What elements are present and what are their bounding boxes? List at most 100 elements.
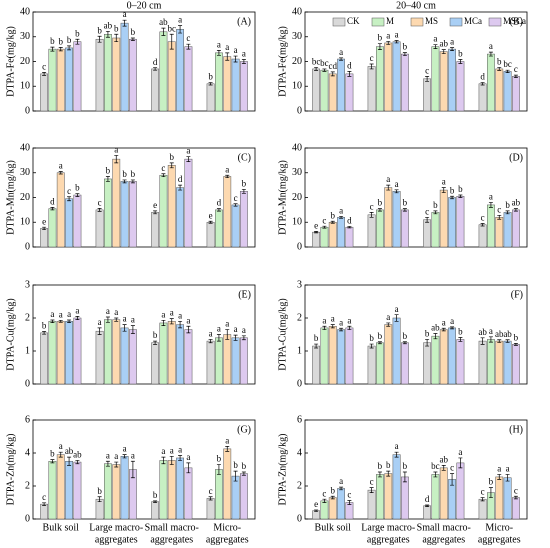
- error-bar: [178, 455, 183, 461]
- error-bar: [330, 324, 335, 329]
- bar: [456, 61, 465, 112]
- x-tick-label: Small macro-: [145, 522, 199, 533]
- legend-label: MSCa: [503, 16, 526, 26]
- error-bar: [97, 327, 102, 335]
- significance-letter: e: [314, 220, 318, 230]
- bar: [128, 181, 137, 248]
- significance-letter: ab: [478, 327, 487, 337]
- significance-letter: b: [50, 449, 55, 459]
- error-bar: [105, 316, 110, 323]
- significance-letter: a: [225, 42, 229, 52]
- bar: [215, 337, 223, 385]
- error-bar: [433, 333, 438, 340]
- bar: [223, 176, 232, 248]
- error-bar: [75, 38, 80, 45]
- x-tick-label: Micro-: [485, 522, 513, 533]
- error-bar: [50, 46, 55, 52]
- error-bar: [513, 74, 518, 78]
- error-bar: [225, 52, 230, 61]
- significance-letter: ab: [440, 39, 449, 49]
- error-bar: [458, 337, 463, 342]
- bar: [392, 41, 401, 112]
- x-tick-label: Micro-: [213, 522, 241, 533]
- bar: [400, 476, 409, 520]
- bar: [56, 321, 65, 385]
- bar: [511, 76, 520, 112]
- bar: [503, 71, 512, 112]
- error-bar: [441, 187, 446, 193]
- significance-letter: bc: [168, 23, 177, 33]
- error-bar: [347, 71, 352, 77]
- bar: [312, 345, 321, 385]
- bar: [184, 329, 193, 385]
- error-bar: [50, 319, 55, 323]
- y-tick-label: 2: [297, 312, 302, 323]
- significance-letter: d: [217, 198, 222, 208]
- significance-letter: b: [131, 169, 136, 179]
- bar: [328, 497, 337, 520]
- error-bar: [458, 457, 463, 469]
- bar: [456, 462, 465, 520]
- bar: [215, 209, 223, 248]
- bar: [120, 327, 129, 385]
- significance-letter: d: [480, 72, 485, 82]
- error-bar: [377, 43, 382, 50]
- bar: [495, 68, 504, 112]
- significance-letter: b: [97, 25, 102, 35]
- significance-letter: a: [395, 441, 399, 451]
- panel-label: (D): [509, 152, 523, 163]
- error-bar: [186, 156, 191, 162]
- significance-letter: a: [489, 192, 493, 202]
- bar: [312, 231, 321, 248]
- panel-label: (A): [237, 16, 251, 27]
- error-bar: [114, 155, 119, 164]
- bar: [511, 209, 520, 248]
- significance-letter: b: [514, 332, 519, 342]
- bar: [112, 158, 121, 248]
- error-bar: [186, 43, 191, 50]
- error-bar: [208, 496, 213, 501]
- significance-letter: c: [425, 65, 429, 75]
- significance-letter: a: [186, 146, 190, 156]
- error-bar: [225, 174, 230, 179]
- legend-label: M: [386, 16, 394, 26]
- error-bar: [330, 220, 335, 224]
- significance-letter: a: [59, 441, 63, 451]
- y-axis-label: DTPA-Fe(mg/kg): [5, 26, 16, 97]
- significance-letter: a: [458, 447, 462, 457]
- significance-letter: a: [67, 309, 71, 319]
- bar: [439, 51, 448, 112]
- error-bar: [186, 325, 191, 334]
- significance-letter: cd: [329, 61, 338, 71]
- error-bar: [425, 339, 430, 347]
- y-tick-label: 0: [25, 241, 30, 252]
- error-bar: [130, 37, 135, 41]
- error-bar: [450, 195, 455, 200]
- significance-letter: a: [50, 309, 54, 319]
- significance-letter: bc: [320, 58, 329, 68]
- bar: [367, 345, 376, 385]
- bar: [239, 61, 248, 112]
- y-tick-label: 0: [25, 378, 30, 389]
- error-bar: [505, 210, 510, 215]
- error-bar: [402, 52, 407, 56]
- significance-letter: b: [242, 461, 247, 471]
- significance-letter: b: [369, 333, 374, 343]
- significance-letter: b: [425, 329, 430, 339]
- error-bar: [505, 474, 510, 482]
- error-bar: [58, 319, 63, 323]
- bar: [503, 477, 512, 520]
- bar: [503, 340, 512, 385]
- bar: [176, 324, 184, 385]
- significance-letter: a: [489, 41, 493, 51]
- error-bar: [58, 451, 63, 458]
- significance-letter: a: [114, 307, 118, 317]
- bar: [376, 46, 384, 112]
- panel-label: (H): [509, 424, 523, 435]
- bar: [176, 29, 184, 112]
- significance-letter: b: [403, 461, 408, 471]
- error-bar: [75, 316, 80, 320]
- bar: [487, 339, 495, 385]
- y-tick-label: 10: [292, 81, 302, 92]
